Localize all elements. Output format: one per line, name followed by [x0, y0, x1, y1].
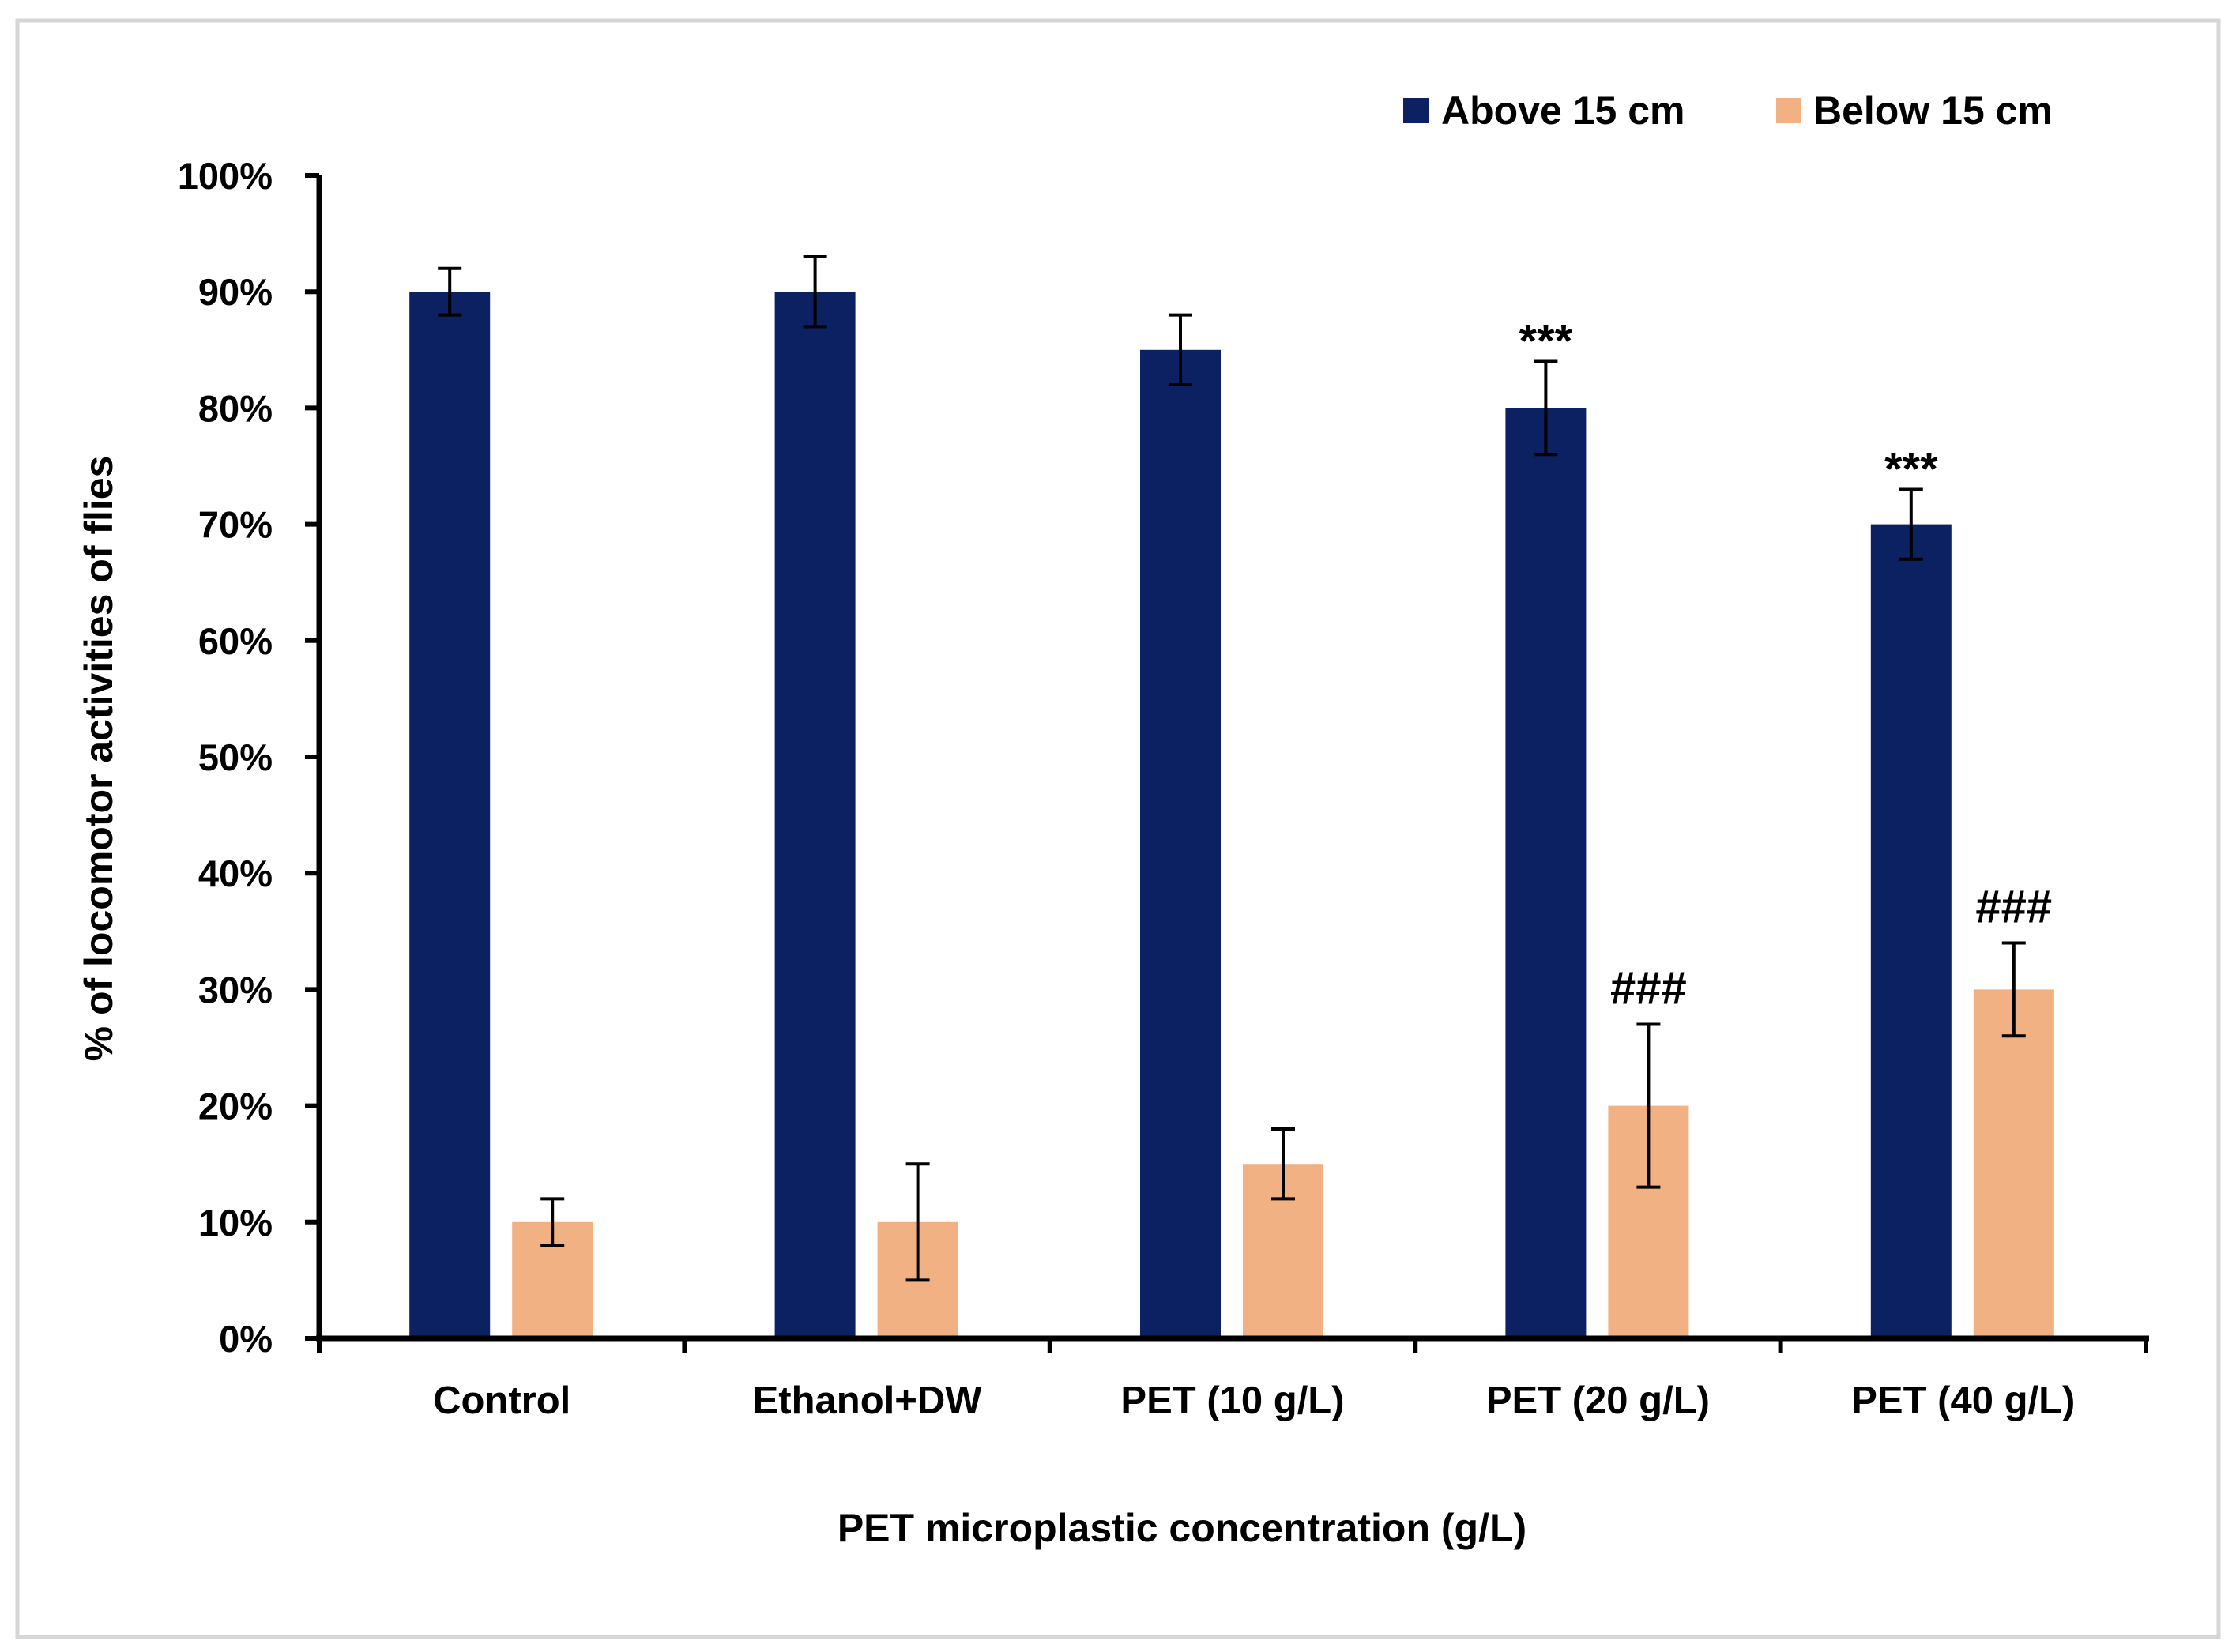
error-bar-above-15-cm-pet-10-g-l	[1169, 313, 1192, 386]
annotation-above-15-cm-pet-40-g-l: ***	[1884, 443, 1938, 495]
error-bar-above-15-cm-pet-40-g-l	[1899, 487, 1923, 561]
annotation-below-15-cm-pet-20-g-l: ###	[1610, 963, 1687, 1014]
chart-border	[15, 18, 2221, 1639]
y-tick-label-10: 10%	[198, 1202, 273, 1244]
bar-above-15-cm-ethanol-dw	[774, 292, 856, 1339]
error-bar-below-15-cm-ethanol-dw	[905, 1162, 930, 1282]
bar-above-15-cm-pet-10-g-l	[1140, 349, 1221, 1338]
bar-above-15-cm-pet-20-g-l	[1505, 408, 1587, 1338]
y-tick-label-80: 80%	[198, 387, 273, 429]
bars	[409, 292, 2054, 1339]
category-labels: Control Ethanol+DW PET (10 g/L) PET (20 g/L…	[433, 1379, 2075, 1422]
bar-above-15-cm-pet-40-g-l	[1870, 524, 1952, 1338]
category-label-control: Control	[433, 1379, 570, 1422]
y-tick-label-90: 90%	[198, 271, 273, 313]
y-tick-label-50: 50%	[198, 736, 273, 778]
error-bar-above-15-cm-control	[438, 266, 462, 317]
y-axis-title: % of locomotor activities of flies	[77, 456, 121, 1062]
legend-label-above-15cm: Above 15 cm	[1441, 88, 1685, 133]
y-tick-label-0: 0%	[219, 1318, 273, 1360]
y-tick-labels: 0% 10% 20% 30% 40% 50% 60% 70% 80% 90% 100%	[178, 155, 273, 1360]
error-bar-below-15-cm-pet-10-g-l	[1271, 1127, 1295, 1201]
y-tick-label-30: 30%	[198, 969, 273, 1010]
x-axis-title: PET microplastic concentration (g/L)	[838, 1506, 1526, 1550]
significance-annotations: *** *** ### ###	[1519, 316, 2053, 1014]
category-label-ethanol-dw: Ethanol+DW	[753, 1379, 983, 1422]
legend-swatch-above-15cm	[1403, 98, 1429, 123]
legend: Above 15 cm Below 15 cm	[1403, 88, 2053, 133]
annotation-above-15-cm-pet-20-g-l: ***	[1519, 316, 1573, 367]
category-label-pet-10-g-l: PET (10 g/L)	[1120, 1379, 1344, 1422]
annotation-below-15-cm-pet-40-g-l: ###	[1975, 882, 2052, 933]
error-bar-below-15-cm-pet-20-g-l	[1636, 1022, 1661, 1189]
error-bars	[438, 255, 2026, 1282]
legend-label-below-15cm: Below 15 cm	[1813, 88, 2053, 133]
error-bar-below-15-cm-control	[540, 1197, 565, 1247]
legend-swatch-below-15cm	[1776, 98, 1801, 123]
bar-above-15-cm-control	[409, 292, 491, 1339]
y-tick-label-60: 60%	[198, 620, 273, 662]
error-bar-above-15-cm-ethanol-dw	[803, 255, 827, 329]
bar-below-15-cm-pet-40-g-l	[1973, 989, 2054, 1338]
y-tick-label-100: 100%	[178, 155, 273, 197]
category-label-pet-20-g-l: PET (20 g/L)	[1486, 1379, 1710, 1422]
y-tick-label-20: 20%	[198, 1086, 273, 1127]
error-bar-below-15-cm-pet-40-g-l	[2001, 941, 2026, 1038]
y-tick-label-40: 40%	[198, 852, 273, 894]
category-label-pet-40-g-l: PET (40 g/L)	[1851, 1379, 2075, 1422]
y-tick-label-70: 70%	[198, 504, 273, 546]
error-bar-above-15-cm-pet-20-g-l	[1534, 359, 1558, 457]
